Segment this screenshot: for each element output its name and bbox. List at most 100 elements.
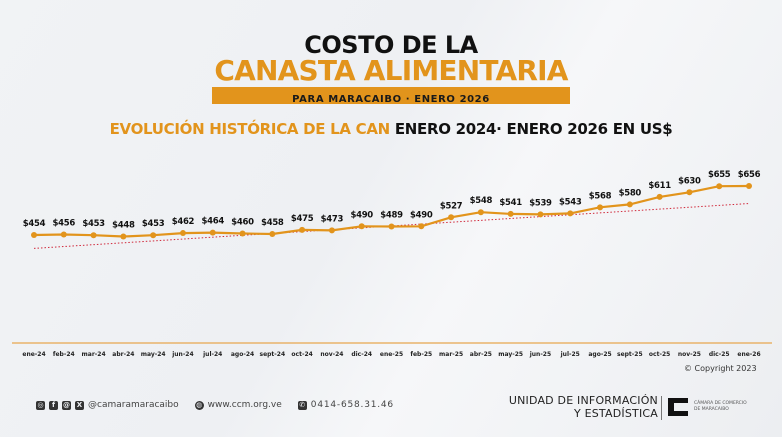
data-label: $543 — [559, 197, 582, 207]
x-tick-label: oct-24 — [291, 351, 312, 358]
subtitle-bar: PARA MARACAIBO · ENERO 2026 — [212, 87, 570, 105]
facebook-icon: f — [49, 400, 58, 410]
data-point — [537, 211, 544, 218]
data-label: $611 — [648, 181, 671, 191]
data-label: $490 — [410, 210, 433, 220]
data-label: $656 — [738, 170, 761, 180]
x-tick-label: sept-24 — [260, 351, 286, 358]
data-label: $473 — [321, 214, 344, 224]
x-tick-label: ago-25 — [588, 351, 611, 358]
x-tick-label: feb-24 — [53, 351, 75, 358]
x-tick-label: ene-25 — [380, 351, 403, 358]
data-point — [477, 209, 484, 216]
data-label: $580 — [619, 188, 642, 198]
social-handle[interactable]: @camaramaracaibo — [88, 400, 179, 410]
data-label: $458 — [261, 218, 284, 228]
data-label: $453 — [82, 219, 105, 229]
data-point — [299, 226, 306, 233]
org-name: CÁMARA DE COMERCIO DE MARACAIBO — [694, 401, 764, 413]
data-point — [269, 231, 276, 238]
instagram-icon: ◎ — [36, 400, 45, 410]
chamber-logo-icon — [668, 398, 688, 416]
chart-heading-black: ENERO 2024· ENERO 2026 EN US$ — [394, 120, 673, 138]
x-tick-label: abr-25 — [470, 351, 492, 358]
x-icon: X — [75, 400, 84, 410]
data-label: $448 — [112, 220, 135, 230]
data-point — [239, 230, 246, 237]
data-label: $655 — [708, 170, 731, 180]
x-tick-label: nov-24 — [320, 351, 343, 358]
x-tick-label: ene-24 — [22, 351, 45, 358]
data-point — [656, 193, 663, 200]
data-point — [90, 232, 97, 239]
data-point — [448, 214, 455, 221]
data-point — [150, 232, 157, 239]
threads-icon: @ — [62, 400, 71, 410]
x-tick-label: nov-25 — [678, 351, 701, 358]
chart-heading-orange: EVOLUCIÓN HISTÓRICA DE LA CAN — [109, 120, 395, 138]
data-label: $539 — [529, 198, 552, 208]
unit-name: UNIDAD DE INFORMACIÓN Y ESTADÍSTICA — [508, 394, 658, 420]
x-tick-label: jul-24 — [202, 351, 222, 358]
copyright-icon: © — [684, 364, 692, 373]
x-tick-label: ene-26 — [737, 351, 760, 358]
data-label: $460 — [231, 218, 254, 228]
title-line-2: CANASTA ALIMENTARIA — [214, 54, 568, 87]
data-label: $568 — [589, 191, 612, 201]
copyright-text: Copyright 2023 — [694, 364, 757, 373]
footer-divider — [661, 396, 662, 420]
data-point — [388, 223, 395, 230]
x-tick-label: mar-25 — [439, 351, 463, 358]
line-chart: $454 $456 $453 $448 $453 $462 $464 $460 $458 $475… — [12, 170, 772, 358]
org-line-1: CÁMARA DE COMERCIO — [694, 401, 747, 406]
x-tick-label: jul-25 — [560, 351, 580, 358]
x-tick-label: oct-25 — [649, 351, 670, 358]
x-tick-label: dic-25 — [709, 351, 730, 358]
data-point — [597, 204, 604, 211]
x-tick-label: dic-24 — [351, 351, 372, 358]
data-label: $464 — [202, 217, 225, 227]
data-point — [209, 229, 216, 236]
data-label: $462 — [172, 217, 195, 227]
data-label: $630 — [678, 176, 701, 186]
unit-line-1: UNIDAD DE INFORMACIÓN — [508, 394, 658, 407]
subtitle: PARA MARACAIBO · ENERO 2026 — [292, 94, 490, 105]
x-tick-label: abr-24 — [112, 351, 134, 358]
data-point — [686, 189, 693, 196]
data-label: $456 — [53, 219, 76, 229]
x-tick-label: feb-25 — [410, 351, 432, 358]
website-link[interactable]: www.ccm.org.ve — [207, 400, 282, 410]
data-point — [60, 231, 67, 238]
data-label: $548 — [470, 196, 493, 206]
unit-line-2: Y ESTADÍSTICA — [573, 407, 658, 420]
globe-icon: ◍ — [194, 400, 204, 410]
data-label: $541 — [499, 198, 522, 208]
data-point — [179, 230, 186, 237]
data-label: $475 — [291, 214, 314, 224]
contact-footer: ◎ f @ X @camaramaracaibo ◍ www.ccm.org.v… — [36, 400, 394, 410]
data-point — [358, 223, 365, 230]
x-tick-label: may-24 — [141, 351, 166, 358]
data-point — [507, 210, 514, 217]
data-label: $453 — [142, 219, 165, 229]
data-point — [567, 210, 574, 217]
x-tick-label: jun-24 — [171, 351, 193, 358]
phone-number[interactable]: 0414-658.31.46 — [310, 400, 394, 410]
org-line-2: DE MARACAIBO — [694, 407, 729, 412]
data-point — [716, 183, 723, 190]
data-label: $454 — [23, 219, 46, 229]
data-point — [746, 183, 752, 189]
chart-heading: EVOLUCIÓN HISTÓRICA DE LA CAN ENERO 2024… — [0, 120, 782, 138]
data-point — [31, 232, 37, 238]
whatsapp-icon: ✆ — [297, 400, 307, 410]
copyright: © Copyright 2023 — [684, 364, 757, 373]
x-tick-label: ago-24 — [231, 351, 254, 358]
data-label: $489 — [380, 211, 403, 221]
data-point — [626, 201, 633, 208]
x-tick-label: mar-24 — [82, 351, 106, 358]
data-point — [120, 233, 127, 240]
x-tick-label: jun-25 — [529, 351, 551, 358]
title-line-1: COSTO DE LA — [304, 31, 478, 59]
x-tick-label: may-25 — [498, 351, 523, 358]
data-label: $527 — [440, 201, 463, 211]
